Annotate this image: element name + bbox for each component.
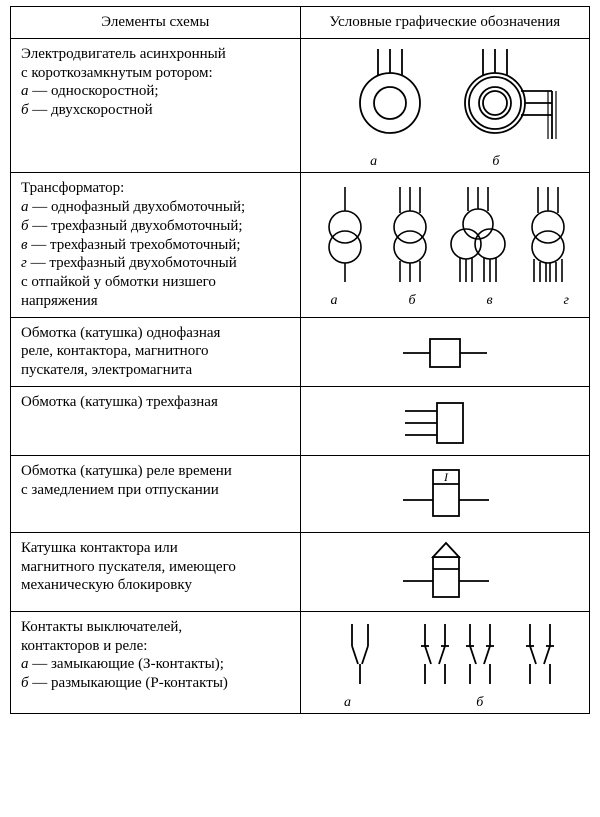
sym-coil-1ph (300, 317, 590, 386)
coil-3ph-icon (385, 391, 505, 453)
symbol-table: Элементы схемы Условные графические обоз… (10, 6, 590, 714)
row-coil-interlock: Катушка контактора илимагнитного пускате… (11, 532, 590, 611)
label-a: а (313, 694, 383, 712)
desc-motor: Электродвигатель асинхронныйс короткозам… (11, 38, 301, 173)
label-a: а (370, 153, 377, 171)
label-g: г (564, 292, 569, 310)
label-a: а (331, 292, 338, 310)
label-b: б (383, 694, 578, 712)
sym-transformer: а б в г (300, 173, 590, 317)
label-b: б (492, 153, 499, 171)
sym-contacts: а б (300, 611, 590, 714)
row-coil-1ph: Обмотка (катушка) однофазнаяреле, контак… (11, 317, 590, 386)
sym-coil-3ph (300, 386, 590, 455)
label-v: в (486, 292, 492, 310)
row-coil-timer: Обмотка (катушка) реле временис замедлен… (11, 455, 590, 532)
transformer-icon (310, 182, 580, 292)
coil-1ph-icon (385, 323, 505, 383)
motor-icon (320, 43, 570, 153)
contacts-icon (315, 616, 575, 694)
row-contacts: Контакты выключателей,контакторов и реле… (11, 611, 590, 714)
coil-timer-icon: I (385, 460, 505, 530)
desc-transformer: Трансформатор:а — однофазный двухобмоточ… (11, 173, 301, 317)
label-b: б (408, 292, 415, 310)
row-coil-3ph: Обмотка (катушка) трехфазная (11, 386, 590, 455)
desc-coil-1ph: Обмотка (катушка) однофазнаяреле, контак… (11, 317, 301, 386)
desc-coil-3ph: Обмотка (катушка) трехфазная (11, 386, 301, 455)
desc-coil-interlock: Катушка контактора илимагнитного пускате… (11, 532, 301, 611)
sym-motor: а б (300, 38, 590, 173)
header-left: Элементы схемы (11, 7, 301, 39)
desc-coil-timer: Обмотка (катушка) реле временис замедлен… (11, 455, 301, 532)
header-right: Условные графические обозначения (300, 7, 590, 39)
row-motor: Электродвигатель асинхронныйс короткозам… (11, 38, 590, 173)
row-transformer: Трансформатор:а — однофазный двухобмоточ… (11, 173, 590, 317)
header-row: Элементы схемы Условные графические обоз… (11, 7, 590, 39)
sym-coil-interlock (300, 532, 590, 611)
sym-coil-timer: I (300, 455, 590, 532)
desc-contacts: Контакты выключателей,контакторов и реле… (11, 611, 301, 714)
page: { "header": { "left": "Элементы схемы", … (0, 6, 600, 817)
coil-interlock-icon (385, 537, 505, 609)
